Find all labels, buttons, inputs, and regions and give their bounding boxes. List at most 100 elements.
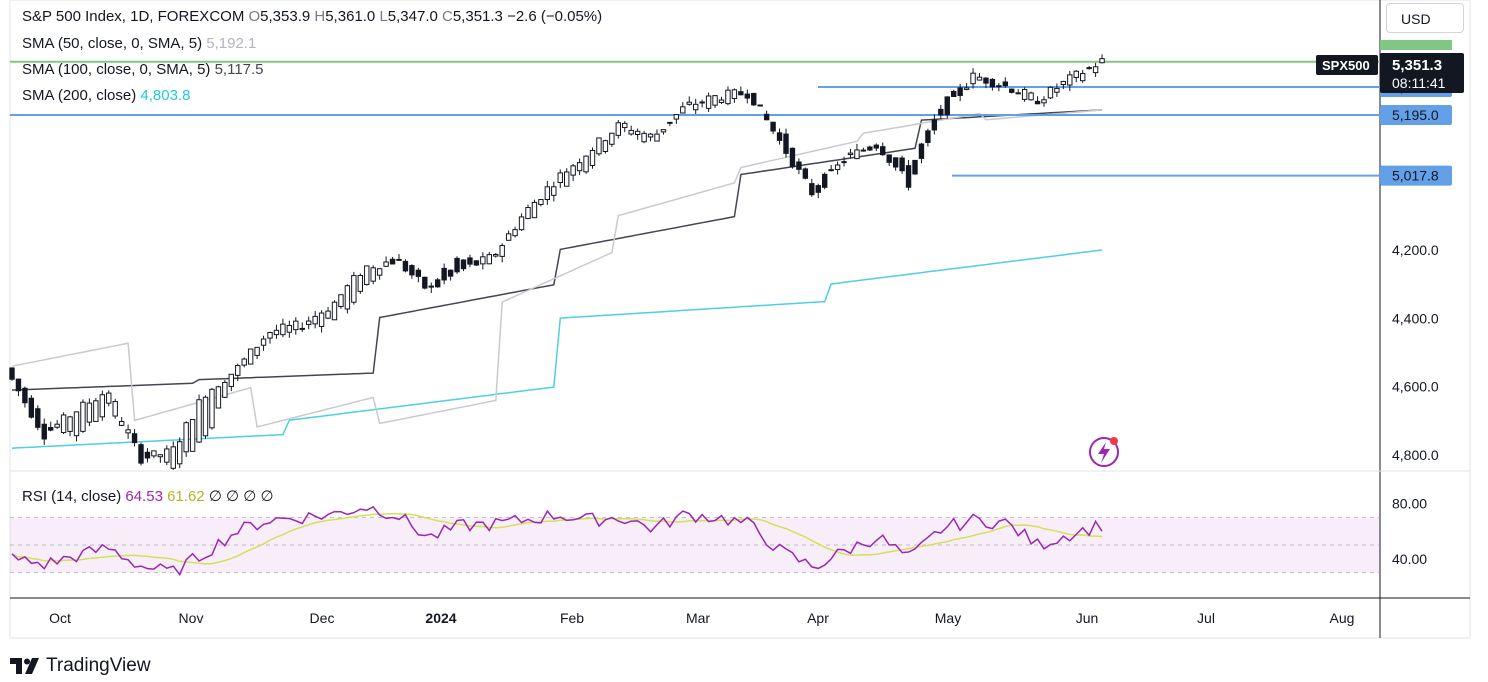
candle-body[interactable] <box>970 72 976 85</box>
candle-body[interactable] <box>177 441 183 465</box>
candle-body[interactable] <box>35 408 41 428</box>
candle-body[interactable] <box>486 254 493 265</box>
candle-body[interactable] <box>570 165 576 176</box>
candle-body[interactable] <box>712 95 718 106</box>
candle-body[interactable] <box>454 257 460 273</box>
candle-body[interactable] <box>693 103 699 111</box>
candle-body[interactable] <box>157 454 164 458</box>
candle-body[interactable] <box>951 90 957 98</box>
candle-body[interactable] <box>654 133 660 142</box>
candle-body[interactable] <box>467 257 473 265</box>
candle-body[interactable] <box>976 76 983 81</box>
candle-body[interactable] <box>822 173 828 188</box>
currency-selector[interactable]: USD <box>1386 3 1464 33</box>
sma50-legend[interactable]: SMA (50, close, 0, SMA, 5) 5,192.1 <box>22 35 256 52</box>
candle-body[interactable] <box>699 101 705 104</box>
candle-body[interactable] <box>1060 80 1067 86</box>
candle-body[interactable] <box>131 433 138 444</box>
candle-body[interactable] <box>415 269 422 277</box>
candle-body[interactable] <box>41 423 47 440</box>
candle-body[interactable] <box>505 233 512 241</box>
candle-body[interactable] <box>338 294 344 308</box>
candle-body[interactable] <box>615 122 621 136</box>
candle-body[interactable] <box>751 92 757 106</box>
candle-body[interactable] <box>170 446 176 469</box>
rsi-legend[interactable]: RSI (14, close) 64.53 61.62 ∅ ∅ ∅ ∅ <box>22 487 274 505</box>
candle-body[interactable] <box>151 450 157 457</box>
candle-body[interactable] <box>860 149 867 152</box>
candle-body[interactable] <box>106 392 112 404</box>
candle-body[interactable] <box>189 419 196 452</box>
candle-body[interactable] <box>634 130 641 136</box>
candle-body[interactable] <box>564 171 570 187</box>
candle-body[interactable] <box>67 416 73 432</box>
candle-body[interactable] <box>209 388 215 429</box>
candle-body[interactable] <box>60 414 67 434</box>
candle-body[interactable] <box>989 78 996 88</box>
candle-body[interactable] <box>125 429 131 434</box>
candle-body[interactable] <box>628 129 634 135</box>
candle-body[interactable] <box>357 274 364 292</box>
candle-body[interactable] <box>267 331 273 339</box>
candle-body[interactable] <box>673 114 680 120</box>
candle-body[interactable] <box>164 448 170 463</box>
symbol-tag[interactable] <box>1316 55 1378 75</box>
candle-body[interactable] <box>499 244 505 257</box>
candle-body[interactable] <box>783 133 789 154</box>
candle-body[interactable] <box>544 186 551 201</box>
candle-body[interactable] <box>763 113 770 121</box>
candle-body[interactable] <box>538 199 544 205</box>
candle-body[interactable] <box>660 129 667 133</box>
candle-body[interactable] <box>1002 81 1008 87</box>
candle-body[interactable] <box>725 89 731 105</box>
price-tag[interactable] <box>1380 53 1464 93</box>
candle-body[interactable] <box>28 397 35 418</box>
level-tag[interactable] <box>1380 165 1452 186</box>
candle-body[interactable] <box>1034 100 1041 105</box>
candle-body[interactable] <box>280 323 286 336</box>
candle-body[interactable] <box>409 265 415 276</box>
candle-body[interactable] <box>518 216 525 231</box>
candle-body[interactable] <box>306 320 312 325</box>
candle-body[interactable] <box>344 285 351 310</box>
candle-body[interactable] <box>93 400 99 422</box>
candle-body[interactable] <box>854 149 860 160</box>
candle-body[interactable] <box>364 265 370 286</box>
candle-body[interactable] <box>834 164 841 171</box>
candle-body[interactable] <box>815 185 821 193</box>
candle-body[interactable] <box>957 87 963 96</box>
candle-body[interactable] <box>1092 66 1099 74</box>
candle-body[interactable] <box>867 146 873 151</box>
candle-body[interactable] <box>241 358 247 366</box>
candle-body[interactable] <box>1067 74 1073 86</box>
candle-body[interactable] <box>144 451 151 459</box>
candle-body[interactable] <box>770 121 776 132</box>
candle-body[interactable] <box>1080 73 1086 82</box>
candle-body[interactable] <box>983 77 989 84</box>
candle-body[interactable] <box>460 259 467 270</box>
candle-body[interactable] <box>899 157 905 172</box>
candle-body[interactable] <box>1099 58 1105 64</box>
candle-body[interactable] <box>551 186 557 196</box>
candle-body[interactable] <box>609 132 615 145</box>
candle-body[interactable] <box>731 89 738 99</box>
candle-body[interactable] <box>802 168 809 179</box>
candle-body[interactable] <box>235 365 241 376</box>
candle-body[interactable] <box>1015 92 1021 95</box>
candle-body[interactable] <box>112 401 118 417</box>
candle-body[interactable] <box>583 155 589 173</box>
candle-body[interactable] <box>680 106 686 114</box>
candle-body[interactable] <box>441 267 447 281</box>
candle-body[interactable] <box>757 104 763 107</box>
candle-body[interactable] <box>1086 67 1092 70</box>
candle-body[interactable] <box>931 119 938 131</box>
candle-body[interactable] <box>1054 87 1060 93</box>
candle-body[interactable] <box>293 320 299 331</box>
sma200-legend[interactable]: SMA (200, close) 4,803.8 <box>22 87 190 104</box>
candle-body[interactable] <box>389 258 396 265</box>
candle-body[interactable] <box>963 87 970 90</box>
candle-body[interactable] <box>1009 88 1015 93</box>
candle-body[interactable] <box>228 373 235 387</box>
candle-body[interactable] <box>331 301 338 321</box>
